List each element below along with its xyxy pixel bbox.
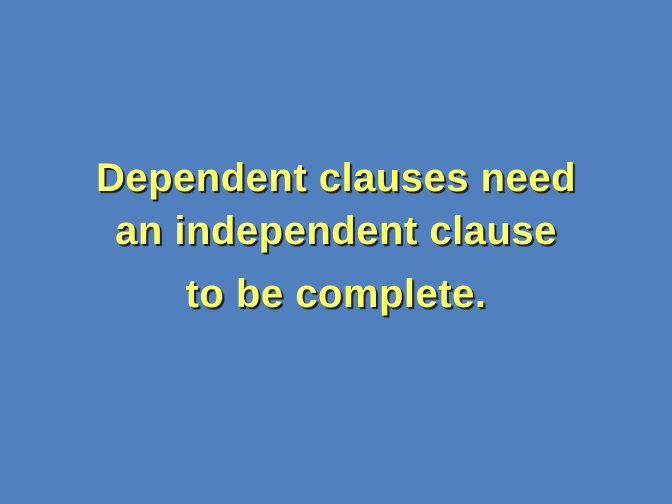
body-text-line-1: Dependent clauses need <box>95 156 577 200</box>
body-text-line-2: an independent clause <box>115 209 557 253</box>
body-text-line-3: to be complete. <box>185 272 487 316</box>
slide-body-text: Dependent clauses need an independent cl… <box>0 150 672 322</box>
